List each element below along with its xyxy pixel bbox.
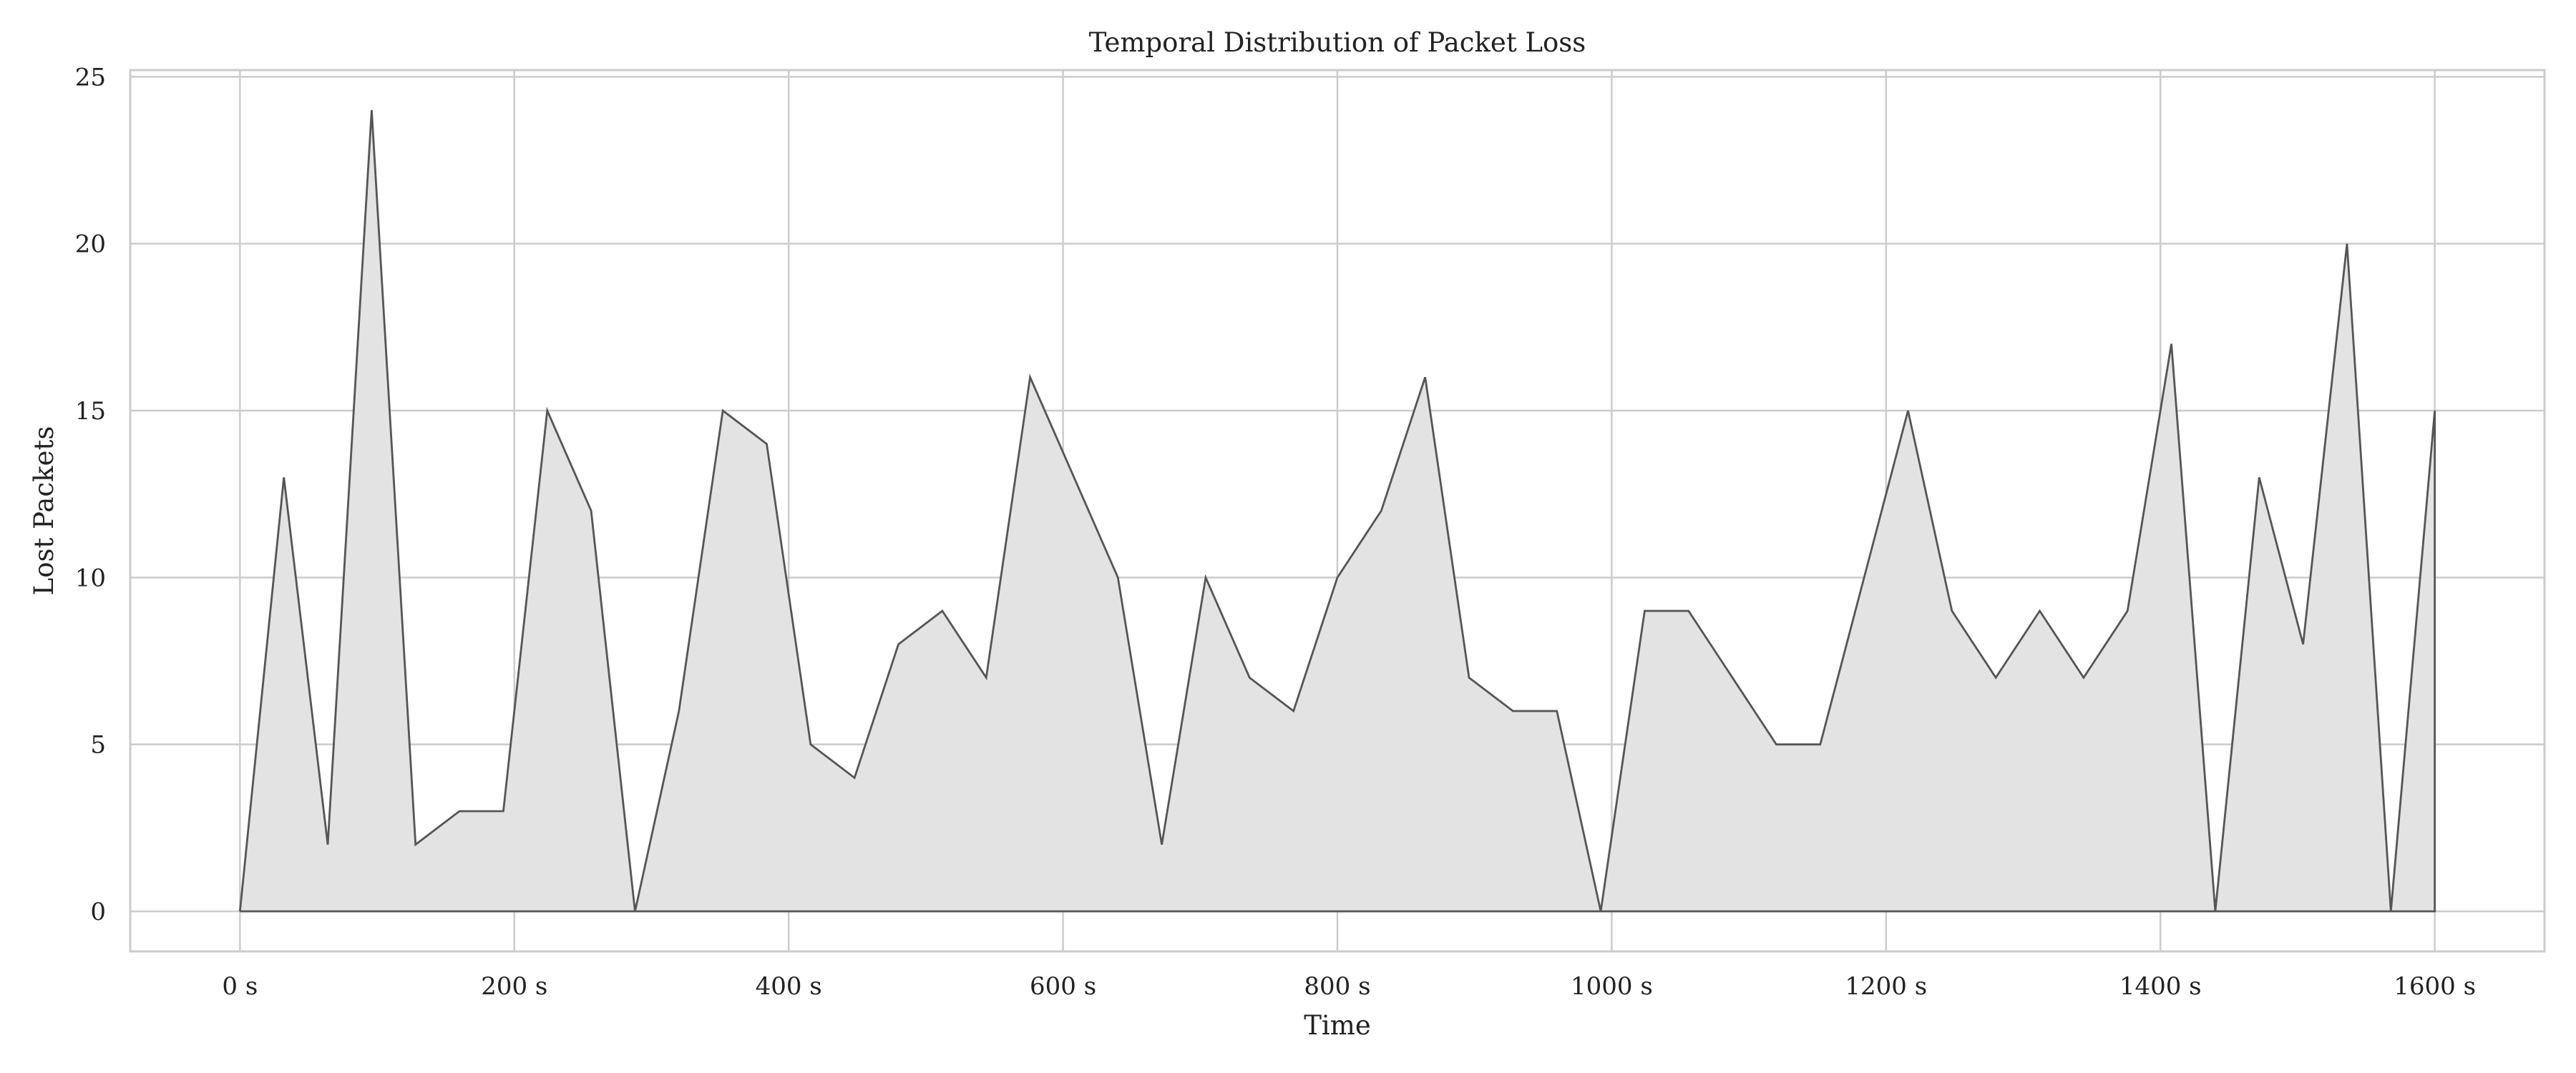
x-tick-label: 1200 s	[1845, 972, 1927, 1001]
y-tick-label: 25	[75, 63, 106, 92]
y-tick-label: 20	[75, 230, 106, 259]
x-axis-label: Time	[1304, 1010, 1371, 1041]
y-tick-label: 10	[75, 564, 106, 592]
x-tick-label: 1400 s	[2119, 972, 2202, 1001]
y-tick-label: 5	[90, 731, 106, 760]
plot-frame	[129, 69, 2546, 953]
series-line	[238, 109, 2436, 913]
x-tick-label: 0 s	[222, 972, 258, 1001]
x-tick-label: 800 s	[1304, 972, 1370, 1001]
x-tick-label: 1000 s	[1571, 972, 1653, 1001]
x-tick-label: 200 s	[481, 972, 547, 1001]
chart-title: Temporal Distribution of Packet Loss	[1089, 27, 1586, 58]
series-area	[240, 110, 2435, 911]
y-tick-label: 15	[75, 397, 106, 426]
x-tick-label: 600 s	[1030, 972, 1096, 1001]
x-tick-label: 1600 s	[2394, 972, 2476, 1001]
y-tick-label: 0	[90, 898, 106, 926]
y-axis-label: Lost Packets	[29, 426, 59, 596]
x-tick-label: 400 s	[756, 972, 822, 1001]
x-tick-labels: 0 s 200 s 400 s 600 s 800 s 1000 s 1200 s 1400 …	[222, 972, 2476, 1001]
y-tick-labels: 0 5 10 15 20 25	[75, 63, 106, 926]
